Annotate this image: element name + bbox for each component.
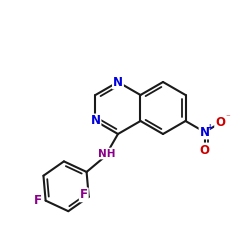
Text: F: F	[34, 194, 42, 207]
Text: ⁻: ⁻	[226, 114, 230, 122]
Text: F: F	[80, 188, 88, 201]
Text: N: N	[200, 126, 209, 138]
Text: O: O	[200, 144, 209, 156]
Text: NH: NH	[98, 148, 116, 158]
Text: +: +	[206, 122, 213, 132]
Text: N: N	[90, 114, 101, 128]
Text: O: O	[215, 116, 225, 130]
Text: N: N	[113, 76, 123, 88]
